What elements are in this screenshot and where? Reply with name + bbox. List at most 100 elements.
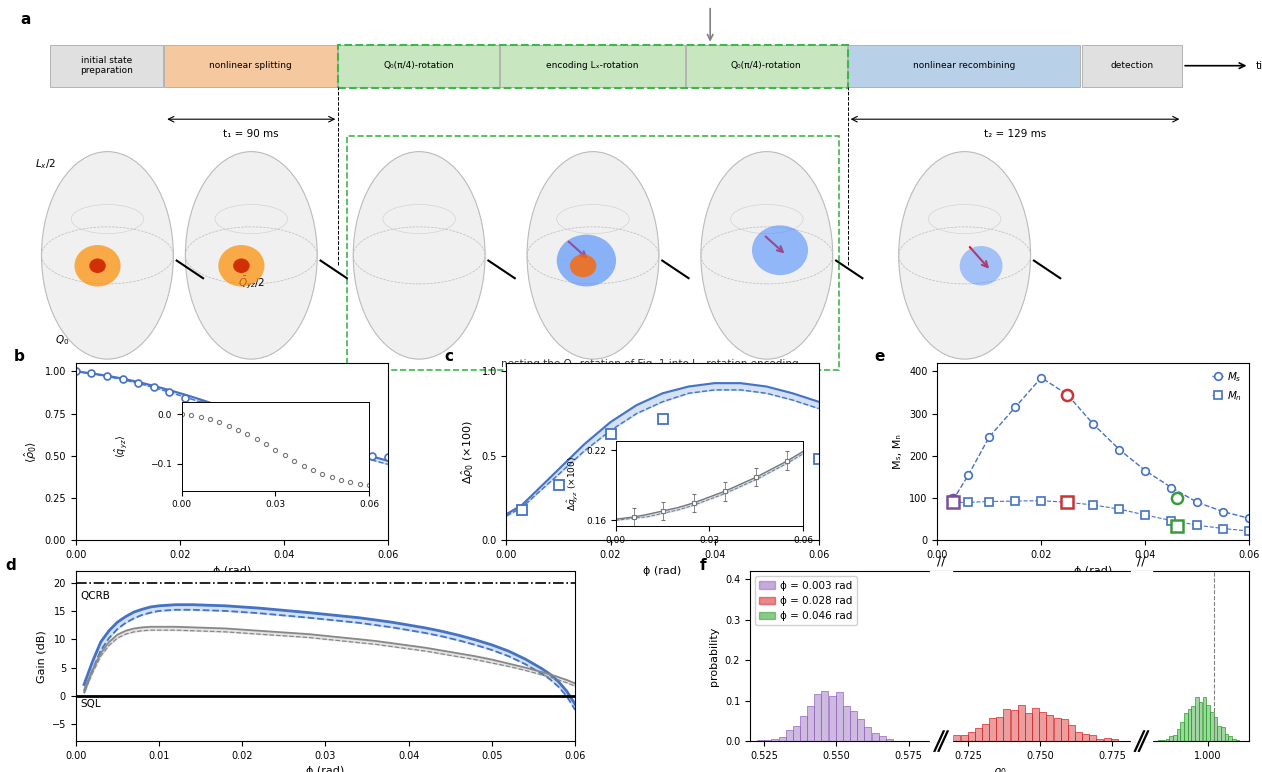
Bar	[1199, 703, 1203, 741]
X-axis label: ϕ (rad): ϕ (rad)	[644, 566, 681, 576]
Text: d: d	[6, 557, 16, 573]
Bar	[1228, 736, 1232, 741]
Bar	[1210, 712, 1214, 741]
Bar	[1082, 734, 1089, 741]
Bar	[1111, 740, 1118, 741]
Bar	[982, 724, 989, 741]
Bar	[771, 739, 779, 741]
Bar	[1003, 709, 1011, 741]
$M_n$	[1138, 510, 1153, 520]
Text: nonlinear splitting: nonlinear splitting	[209, 61, 292, 70]
Bar	[1180, 723, 1184, 741]
Bar	[1104, 738, 1111, 741]
Bar	[1222, 727, 1224, 741]
Ellipse shape	[752, 225, 808, 275]
Ellipse shape	[959, 246, 1002, 286]
Bar	[1060, 720, 1068, 741]
$M_s$	[1138, 466, 1153, 476]
Bar	[1224, 734, 1228, 741]
Ellipse shape	[557, 235, 616, 286]
Bar	[1232, 739, 1235, 741]
Text: Q₀(π/4)-rotation: Q₀(π/4)-rotation	[384, 61, 454, 70]
Bar	[886, 739, 892, 741]
Y-axis label: $\langle\hat{\rho}_0\rangle$: $\langle\hat{\rho}_0\rangle$	[23, 441, 39, 462]
Bar	[1025, 713, 1032, 741]
Bar	[989, 718, 996, 741]
Text: $\bar{Q}_{yz}/2$: $\bar{Q}_{yz}/2$	[239, 275, 265, 291]
Bar	[1206, 705, 1210, 741]
$M_n$	[1242, 527, 1257, 536]
Bar	[1166, 739, 1169, 741]
Text: initial state
preparation: initial state preparation	[81, 56, 134, 76]
Text: c: c	[444, 349, 453, 364]
Bar	[1011, 709, 1017, 741]
Y-axis label: Gain (dB): Gain (dB)	[37, 630, 47, 682]
Bar	[1195, 697, 1199, 741]
Bar	[808, 706, 814, 741]
Bar	[1203, 697, 1206, 741]
Bar	[989, 718, 996, 741]
Bar	[878, 736, 886, 741]
Bar	[771, 739, 779, 741]
$M_s$	[945, 496, 960, 505]
Text: encoding Lₓ-rotation: encoding Lₓ-rotation	[546, 61, 639, 70]
$M_n$	[1112, 504, 1127, 513]
Ellipse shape	[570, 254, 596, 277]
Ellipse shape	[700, 151, 833, 359]
Bar	[1082, 734, 1089, 741]
Bar	[1191, 706, 1195, 741]
Bar	[1199, 703, 1203, 741]
Bar	[338, 45, 498, 86]
Bar	[1203, 697, 1206, 741]
Bar	[851, 711, 857, 741]
Ellipse shape	[218, 245, 265, 286]
Text: QCRB: QCRB	[80, 591, 110, 601]
Bar	[1011, 709, 1017, 741]
Text: e: e	[875, 349, 885, 364]
$M_s$	[1242, 514, 1257, 523]
Bar	[886, 739, 892, 741]
Bar	[347, 136, 839, 370]
Bar	[1214, 716, 1218, 741]
Bar	[864, 727, 871, 741]
Bar	[1159, 740, 1162, 741]
$M_n$	[1034, 496, 1049, 506]
Text: t₂ = 129 ms: t₂ = 129 ms	[984, 129, 1046, 139]
Bar	[1235, 740, 1239, 741]
Bar	[1082, 45, 1182, 86]
Bar	[1228, 736, 1232, 741]
Bar	[1235, 740, 1239, 741]
Bar	[500, 45, 685, 86]
$M_s$	[1215, 507, 1230, 516]
Ellipse shape	[42, 151, 173, 359]
Bar	[1046, 715, 1054, 741]
Line: $M_s$: $M_s$	[949, 374, 1253, 522]
Ellipse shape	[74, 245, 121, 286]
Bar	[953, 735, 960, 741]
Bar	[843, 706, 849, 741]
Bar	[864, 727, 871, 741]
Bar	[848, 45, 1080, 86]
Bar	[765, 740, 771, 741]
X-axis label: $\rho_0$: $\rho_0$	[993, 767, 1006, 772]
Text: SQL: SQL	[80, 699, 101, 709]
Bar	[974, 728, 982, 741]
Bar	[1075, 732, 1082, 741]
Bar	[982, 724, 989, 741]
Bar	[1191, 706, 1195, 741]
Text: //: //	[936, 554, 945, 567]
Line: $M_n$: $M_n$	[949, 497, 1253, 535]
Bar	[1097, 739, 1103, 741]
Bar	[1017, 706, 1025, 741]
Bar	[1075, 732, 1082, 741]
Text: detection: detection	[1111, 61, 1153, 70]
Bar	[953, 735, 960, 741]
Text: $Q_0$: $Q_0$	[54, 334, 69, 347]
Text: nonlinear recombining: nonlinear recombining	[912, 61, 1015, 70]
$M_s$	[1112, 445, 1127, 454]
$M_n$	[982, 497, 997, 506]
Bar	[1184, 713, 1188, 741]
Bar	[1218, 726, 1220, 741]
Bar	[1089, 736, 1097, 741]
Bar	[814, 694, 822, 741]
